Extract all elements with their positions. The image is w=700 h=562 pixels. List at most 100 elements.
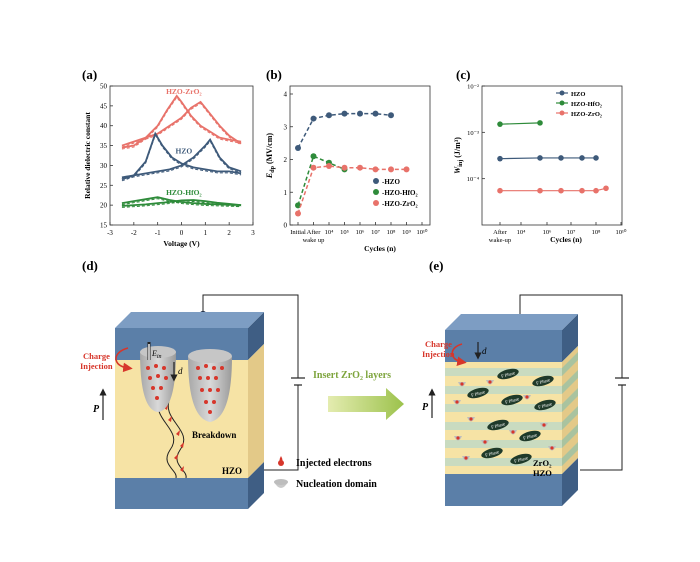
top-face <box>115 312 264 328</box>
x-tick-label: -3 <box>107 229 113 237</box>
x-tick-label: -1 <box>155 229 161 237</box>
y-axis-label: Edp (MV/cm) <box>265 133 276 179</box>
legend-marker <box>559 90 565 96</box>
y-axis-label: Relative dielectric constant <box>83 112 92 199</box>
legend-label: -HZO-ZrO₂ <box>382 200 418 208</box>
x-tick-label: 10⁸ <box>387 229 397 236</box>
circuit-wire <box>519 294 623 378</box>
data-point <box>310 153 317 160</box>
data-point <box>403 166 410 173</box>
data-point <box>326 163 332 170</box>
x-tick-label: 2 <box>227 229 231 237</box>
chart-a: -3 -2 -1 0 1 2 3 15 20 25 30 35 40 45 50 Voltage (V) Rel… <box>83 83 255 249</box>
data-point <box>341 110 348 117</box>
injected-electron <box>455 400 459 404</box>
insert-arrow <box>328 388 404 420</box>
legend-label: -HZO <box>382 178 400 186</box>
x-tick-label: After <box>493 229 508 236</box>
y-tick-label: 10⁻⁴ <box>467 176 480 183</box>
charge-injection-label-1: Charge <box>425 339 452 349</box>
data-point <box>341 164 348 171</box>
series-line <box>297 155 345 206</box>
legend-marker <box>559 100 565 106</box>
zro2-layer <box>445 458 562 466</box>
polarization-label: P <box>422 402 429 413</box>
injected-electron <box>488 380 492 384</box>
breakdown-path <box>157 397 177 479</box>
data-point <box>295 210 301 217</box>
injected-electron <box>525 395 529 399</box>
d-label: d <box>178 366 183 376</box>
nucleation-domain-icon-top <box>274 479 288 485</box>
zro2-layer <box>445 386 562 394</box>
legend-label: HZO-ZrO₂ <box>571 111 602 118</box>
data-point <box>295 145 301 152</box>
series-line <box>121 199 242 207</box>
f-phase-domains: F Phase F Phase F Phase F Phase F Phase F Pha… <box>453 368 556 465</box>
y-tick-label: 30 <box>100 162 108 170</box>
data-point <box>388 166 394 173</box>
y-tick-label: 20 <box>100 202 108 210</box>
insert-arrow-label: Insert ZrO₂ layers <box>313 370 391 381</box>
series-line <box>121 131 242 181</box>
zro2-layer-side <box>562 406 578 430</box>
series-line <box>499 122 541 125</box>
zro2-layer-side <box>562 370 578 394</box>
x-axis-label: Cycles (n) <box>550 235 582 244</box>
y-tick-label: 35 <box>100 142 108 150</box>
data-point <box>497 121 503 127</box>
x-tick-label: After <box>307 229 322 236</box>
x-tick-label-line2: wake up <box>303 237 325 244</box>
side-stripes <box>562 352 578 466</box>
x-tick-label: -2 <box>131 229 137 237</box>
series-annotation: HZO-ZrO₂ <box>166 87 202 96</box>
legend-marker <box>559 110 565 116</box>
x-tick-label: 10⁸ <box>592 229 602 236</box>
injected-electron <box>483 440 487 444</box>
data-point <box>593 155 599 161</box>
panel-e-label: (e) <box>429 258 443 273</box>
f-phase-domain <box>510 453 532 465</box>
x-axis-label: Cycles (n) <box>364 244 396 253</box>
series-line-dashed <box>121 140 242 180</box>
injected-electron <box>511 430 515 434</box>
f-phase-label: F Phase <box>523 432 538 440</box>
x-tick-label: 10⁶ <box>356 229 365 236</box>
data-point <box>497 187 503 194</box>
charge-injection-label-2: Injection <box>422 349 455 359</box>
y-axis-label: Winj (J/m³) <box>453 137 464 174</box>
data-point <box>388 112 394 119</box>
data-point <box>558 155 564 161</box>
zro2-layer-side <box>562 442 578 466</box>
panel-a: (a) -3 -2 -1 0 1 2 3 15 20 25 30 35 40 45 50 Voltage (V… <box>82 67 255 248</box>
x-tick-label: 10⁹ <box>402 229 412 236</box>
zro2-layer <box>445 440 562 448</box>
x-tick-label-line2: wake-up <box>489 237 511 244</box>
bottom-electrode <box>115 478 248 509</box>
zro2-layer-side <box>562 352 578 376</box>
data-point <box>603 185 609 192</box>
f-phase-label: F Phase <box>491 421 506 429</box>
f-phase-domain <box>481 447 503 459</box>
y-tick-label: 3 <box>284 123 288 131</box>
data-point <box>537 187 543 194</box>
material-label-hzo: HZO <box>533 468 552 478</box>
plot-frame <box>481 85 623 226</box>
bottom-electrode-side <box>248 462 264 509</box>
injected-electron <box>456 436 460 440</box>
x-tick-label: 10⁵ <box>340 229 349 236</box>
circuit-wire-lower <box>263 385 299 471</box>
data-point <box>310 115 317 122</box>
f-phase-label: F Phase <box>536 377 551 385</box>
series-line <box>121 196 242 207</box>
electron-icon-dot <box>278 460 284 466</box>
x-axis-label: Voltage (V) <box>163 239 200 248</box>
injected-electrons-cluster <box>146 364 224 414</box>
top-face <box>445 314 578 330</box>
injected-electron <box>464 456 468 460</box>
data-point <box>579 155 585 161</box>
x-tick-label: 10⁴ <box>517 229 527 236</box>
f-phase-domain <box>501 394 523 406</box>
bottom-electrode <box>445 474 562 506</box>
